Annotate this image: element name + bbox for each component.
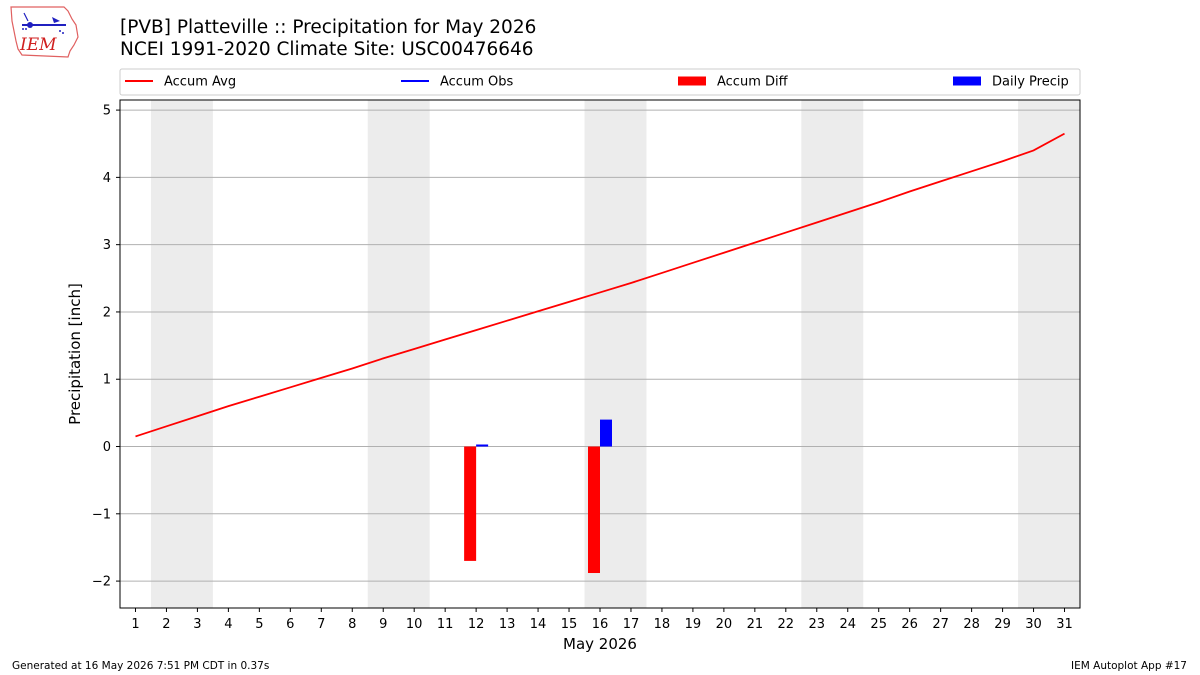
x-tick-label: 5 [255, 617, 263, 632]
title-line-2: NCEI 1991-2020 Climate Site: USC00476646 [120, 39, 534, 60]
generated-timestamp: Generated at 16 May 2026 7:51 PM CDT in … [12, 660, 270, 672]
legend-label: Accum Obs [440, 75, 513, 90]
title-line-1: [PVB] Platteville :: Precipitation for M… [120, 17, 537, 38]
accum-avg-line [135, 132, 1065, 438]
x-tick-label: 10 [406, 617, 423, 632]
x-tick-label: 6 [286, 617, 294, 632]
x-tick-label: 24 [839, 617, 856, 632]
accum-diff-bar [464, 446, 477, 561]
weekend-band [150, 100, 213, 608]
y-tick-label: −2 [92, 575, 111, 590]
x-tick-label: 23 [809, 617, 826, 632]
legend: Accum Avg Accum Obs Accum Diff Daily Precip [119, 68, 1081, 96]
logo-text: IEM [19, 35, 57, 55]
x-tick-label: 17 [623, 617, 640, 632]
x-tick-label: 29 [994, 617, 1011, 632]
x-tick-label: 18 [654, 617, 671, 632]
x-tick-label: 2 [162, 617, 170, 632]
x-tick-label: 1 [131, 617, 139, 632]
x-tick-label: 22 [778, 617, 795, 632]
x-tick-label: 19 [685, 617, 702, 632]
y-tick-label: −1 [92, 507, 111, 522]
legend-label: Accum Diff [717, 75, 789, 90]
legend-bar-swatch [953, 76, 981, 86]
weekend-shading [150, 100, 1080, 608]
x-tick-label: 13 [499, 617, 516, 632]
daily-precip-bar [600, 419, 612, 447]
x-tick-label: 4 [224, 617, 232, 632]
chart-title: [PVB] Platteville :: Precipitation for M… [120, 17, 536, 61]
y-tick-label: 1 [103, 373, 111, 388]
x-tick-label: 12 [468, 617, 485, 632]
x-tick-label: 9 [379, 617, 387, 632]
daily-precip-bar [476, 444, 489, 447]
legend-label: Daily Precip [992, 75, 1069, 90]
x-tick-label: 27 [932, 617, 949, 632]
x-tick-label: 26 [901, 617, 918, 632]
app-label: IEM Autoplot App #17 [1071, 660, 1187, 672]
accum-diff-bar [588, 446, 600, 574]
iem-logo: IEM [10, 6, 79, 58]
x-tick-label: 3 [193, 617, 201, 632]
weekend-band [801, 100, 864, 608]
y-tick-label: 3 [103, 238, 111, 253]
x-tick-label: 8 [348, 617, 356, 632]
y-tick-label: 5 [103, 104, 111, 119]
x-tick-label: 11 [437, 617, 454, 632]
y-tick-label: 2 [103, 305, 111, 320]
x-tick-label: 15 [561, 617, 578, 632]
x-axis-ticks: 1 2 3 4 5 6 7 8 9 10 11 12 13 14 15 16 17 18 19 20 21 22 23 24 2… [131, 608, 1073, 632]
y-axis-ticks: −2 −1 0 1 2 3 4 5 [92, 104, 120, 590]
weekend-band [1018, 100, 1080, 608]
x-tick-label: 21 [747, 617, 764, 632]
chart-marks [135, 132, 1065, 574]
x-tick-label: 7 [317, 617, 325, 632]
legend-box [119, 68, 1081, 96]
x-tick-label: 25 [870, 617, 887, 632]
x-tick-label: 14 [530, 617, 547, 632]
y-tick-label: 4 [103, 171, 111, 186]
y-tick-label: 0 [103, 440, 111, 455]
logo-gauge-icon [27, 22, 33, 28]
legend-label: Accum Avg [164, 75, 236, 90]
x-tick-label: 20 [716, 617, 733, 632]
x-tick-label: 30 [1025, 617, 1042, 632]
x-tick-label: 16 [592, 617, 609, 632]
x-tick-label: 28 [963, 617, 980, 632]
x-axis-label: May 2026 [563, 635, 637, 653]
legend-bar-swatch [678, 76, 706, 86]
y-axis-label: Precipitation [inch] [66, 283, 84, 425]
x-tick-label: 31 [1056, 617, 1073, 632]
